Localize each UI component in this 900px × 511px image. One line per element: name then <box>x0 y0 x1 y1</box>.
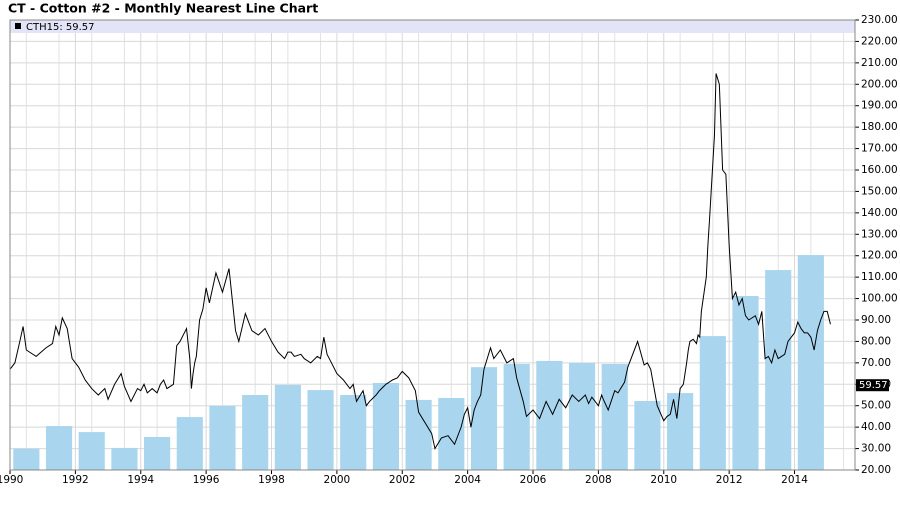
x-tick-label: 2002 <box>389 474 416 486</box>
last-price-label: 59.57 <box>859 380 888 391</box>
y-tick-label: 40.00 <box>861 421 891 433</box>
x-tick-label: 2004 <box>454 474 481 486</box>
y-tick-label: 100.00 <box>861 293 898 305</box>
y-tick-label: 140.00 <box>861 207 898 219</box>
legend-label: CTH15: 59.57 <box>26 22 95 33</box>
bar <box>634 401 661 470</box>
x-tick-label: 2014 <box>781 474 808 486</box>
bar <box>732 296 759 470</box>
x-tick-label: 1994 <box>127 474 154 486</box>
bar <box>45 426 73 470</box>
bar <box>667 393 694 470</box>
bar <box>503 363 530 470</box>
chart-title: CT - Cotton #2 - Monthly Nearest Line Ch… <box>8 1 318 16</box>
legend-swatch <box>15 23 21 29</box>
plot-border <box>9 19 856 471</box>
x-tick-label: 1998 <box>258 474 285 486</box>
y-tick-label: 20.00 <box>861 464 891 476</box>
y-tick-label: 110.00 <box>861 271 898 283</box>
plot-area <box>10 20 855 470</box>
y-tick-label: 160.00 <box>861 164 898 176</box>
x-tick-label: 2010 <box>650 474 677 486</box>
bar <box>78 432 105 470</box>
y-tick-label: 150.00 <box>861 185 898 197</box>
x-tick-label: 2012 <box>716 474 743 486</box>
x-tick-label: 1990 <box>0 474 23 486</box>
bar <box>470 367 498 470</box>
y-tick-label: 30.00 <box>861 443 891 455</box>
y-tick-label: 120.00 <box>861 250 898 262</box>
y-tick-label: 220.00 <box>861 35 898 47</box>
bar <box>209 405 236 470</box>
y-tick-label: 210.00 <box>861 57 898 69</box>
x-tick-label: 2008 <box>585 474 612 486</box>
y-tick-label: 190.00 <box>861 100 898 112</box>
bar <box>601 363 628 470</box>
y-tick-label: 180.00 <box>861 121 898 133</box>
bar <box>144 437 171 470</box>
bar <box>797 255 824 470</box>
bar <box>176 417 203 470</box>
bar <box>307 390 334 470</box>
y-tick-label: 170.00 <box>861 143 898 155</box>
y-tick-label: 80.00 <box>861 335 891 347</box>
bar <box>372 383 399 470</box>
last-price-tag <box>856 379 889 392</box>
bar <box>340 395 367 470</box>
bar <box>13 448 40 470</box>
price-line <box>9 73 831 450</box>
x-tick-label: 1996 <box>193 474 220 486</box>
x-tick-label: 1992 <box>62 474 89 486</box>
y-tick-label: 200.00 <box>861 78 898 90</box>
bar <box>765 270 792 470</box>
bar <box>242 395 269 470</box>
y-tick-label: 50.00 <box>861 400 891 412</box>
bar <box>699 336 726 470</box>
x-tick-label: 2000 <box>324 474 351 486</box>
y-tick-label: 230.00 <box>861 14 898 26</box>
x-tick-label: 2006 <box>520 474 547 486</box>
y-tick-label: 70.00 <box>861 357 891 369</box>
y-tick-label: 90.00 <box>861 314 891 326</box>
bar <box>568 362 596 470</box>
bar <box>438 398 465 470</box>
bar <box>111 447 138 470</box>
legend-band <box>10 20 855 33</box>
y-tick-label: 130.00 <box>861 228 898 240</box>
bar <box>274 384 301 470</box>
